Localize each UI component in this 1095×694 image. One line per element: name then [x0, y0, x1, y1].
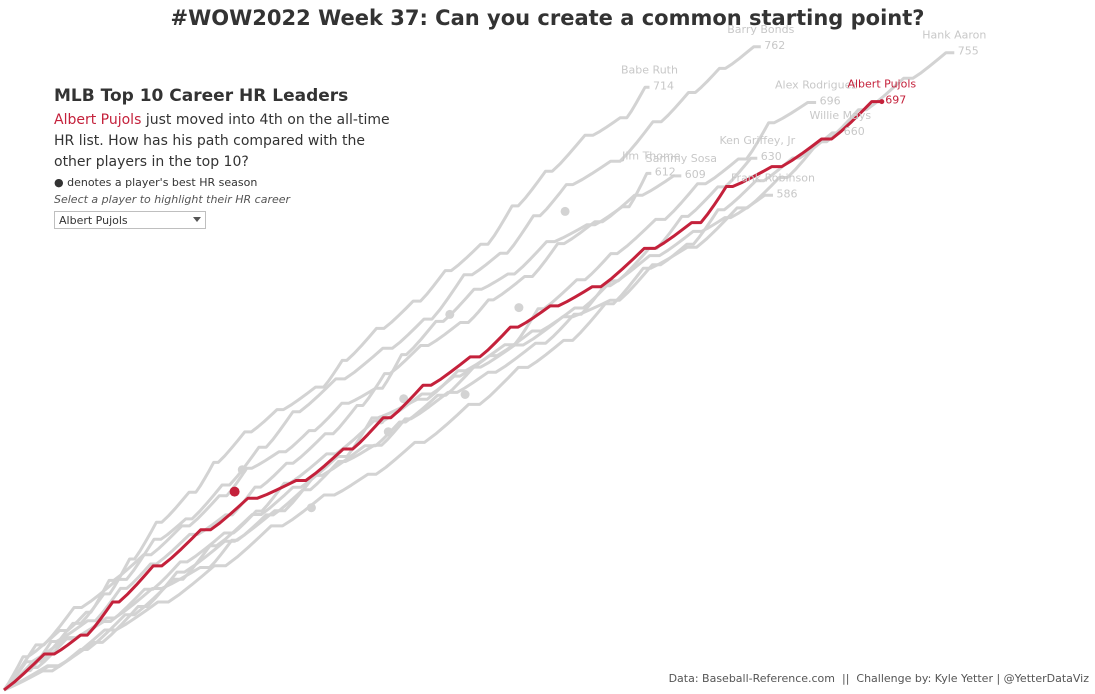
career-line-frank-robinson[interactable] — [3, 193, 773, 692]
highlighted-player-line — [3, 99, 885, 692]
player-name-label: Albert Pujols — [847, 78, 916, 91]
player-total-label: 660 — [844, 125, 865, 138]
career-line-barry-bonds[interactable] — [2, 45, 761, 691]
best-season-dot[interactable] — [460, 390, 470, 399]
footer-credits: Data: Baseball-Reference.com || Challeng… — [668, 672, 1089, 685]
best-season-dot[interactable] — [514, 303, 524, 313]
best-season-dot[interactable] — [229, 486, 240, 497]
player-name-label: Barry Bonds — [727, 23, 794, 36]
player-total-label: 586 — [777, 187, 798, 200]
player-select-dropdown[interactable]: Albert Pujols — [54, 211, 206, 229]
player-name-label: Frank Robinson — [731, 171, 815, 184]
player-total-label: 696 — [820, 95, 841, 108]
player-name-label: Alex Rodriguez — [775, 79, 857, 92]
info-panel: MLB Top 10 Career HR Leaders Albert Pujo… — [54, 86, 404, 229]
career-line-babe-ruth[interactable] — [3, 85, 650, 692]
player-select-value: Albert Pujols — [59, 214, 128, 227]
player-name-label: Babe Ruth — [621, 63, 678, 76]
career-line-sammy-sosa[interactable] — [3, 174, 682, 692]
player-total-label: 762 — [764, 39, 785, 52]
highlighted-player-name: Albert Pujols — [54, 112, 142, 128]
best-season-dot[interactable] — [399, 394, 409, 404]
chevron-down-icon[interactable] — [193, 217, 201, 222]
panel-heading: MLB Top 10 Career HR Leaders — [54, 86, 349, 106]
player-name-label: Willie Mays — [809, 109, 871, 122]
best-season-dot[interactable] — [306, 503, 316, 513]
player-name-label: Ken Griffey, Jr — [719, 134, 795, 147]
player-name-label: Sammy Sosa — [646, 152, 717, 165]
career-line-jim-thome[interactable] — [2, 171, 652, 691]
career-end-dot — [879, 99, 885, 105]
legend-note: ● denotes a player's best HR season — [54, 176, 258, 189]
player-name-label: Hank Aaron — [922, 29, 986, 42]
player-name-label: Jim Thome — [621, 149, 681, 162]
player-total-label: 612 — [655, 165, 676, 178]
player-total-label: 714 — [653, 79, 674, 92]
player-total-label: 609 — [685, 168, 706, 181]
best-season-dot[interactable] — [560, 206, 570, 216]
player-total-label: 755 — [958, 45, 979, 58]
player-end-labels: Frank Robinson 586 Sammy Sosa 609 Jim Thome 6… — [621, 23, 986, 201]
instruction-text: Select a player to highlight their HR ca… — [54, 193, 291, 206]
player-total-label: 697 — [885, 94, 906, 107]
panel-description: Albert Pujols just moved into 4th on the… — [54, 110, 399, 173]
page-title: #WOW2022 Week 37: Can you create a commo… — [170, 6, 925, 30]
career-line-albert-pujols[interactable] — [3, 100, 882, 692]
panel-description-text: just moved into 4th on the all-time HR l… — [54, 112, 390, 170]
player-total-label: 630 — [761, 150, 782, 163]
